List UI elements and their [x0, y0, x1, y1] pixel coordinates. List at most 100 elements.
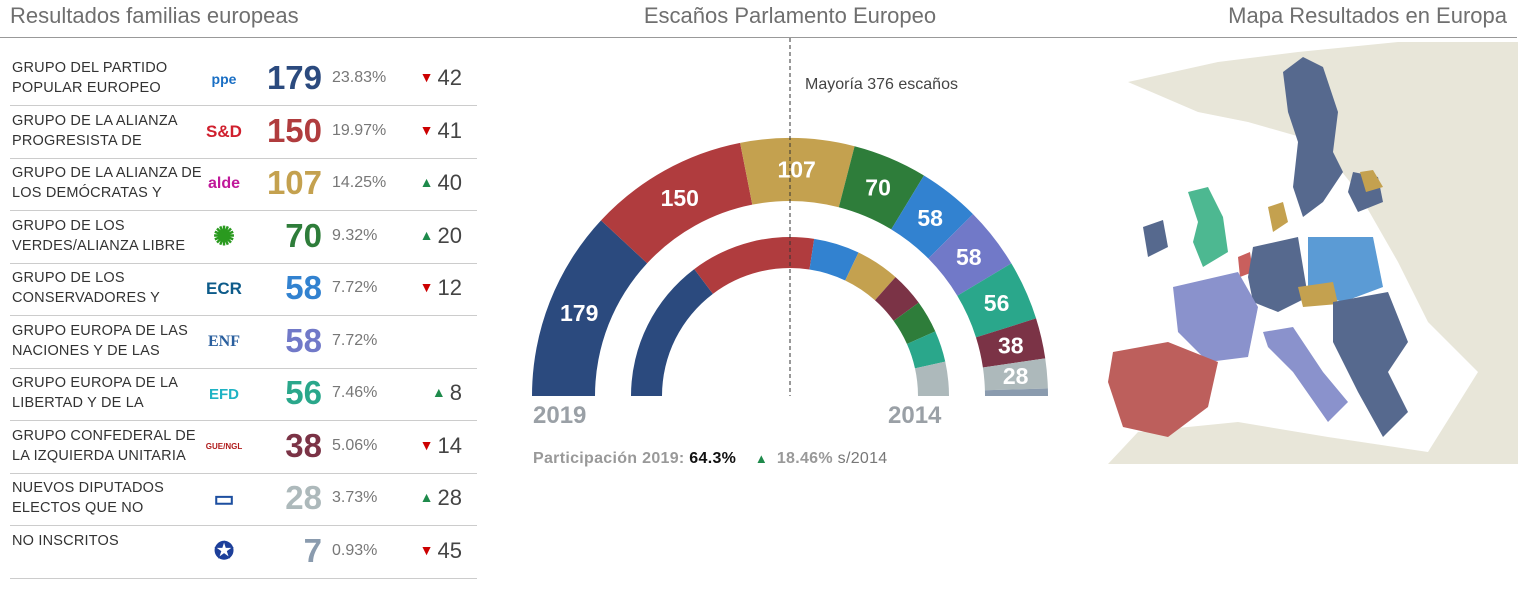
seat-change: ▲ 20 — [410, 223, 462, 249]
group-percentage: 9.32% — [332, 226, 378, 244]
country-sweden-finland[interactable] — [1283, 57, 1343, 217]
group-name: GRUPO EUROPA DE LAS NACIONES Y DE LAS — [12, 322, 188, 359]
up-triangle-icon: ▲ — [431, 384, 446, 400]
outer-segment-verdesale[interactable] — [838, 146, 924, 230]
seat-change-value: 12 — [437, 275, 462, 300]
group-percentage: 7.46% — [332, 384, 378, 401]
seat-change: ▲ 28 — [410, 485, 462, 511]
group-logo-sd: S&D — [206, 121, 242, 141]
country-spain-portugal[interactable] — [1108, 342, 1218, 437]
participation: Participación 2019: 64.3% ▲ 18.46% s/201… — [533, 450, 888, 468]
outer-segment-ecr[interactable] — [891, 175, 974, 259]
country-czechia[interactable] — [1298, 282, 1338, 307]
inner-segment-guengl[interactable] — [874, 277, 919, 321]
group-seats: 179 — [266, 59, 322, 96]
seat-change-value: 40 — [437, 170, 462, 195]
seat-label: 107 — [777, 157, 815, 183]
seat-label: 56 — [984, 290, 1010, 316]
country-germany[interactable] — [1248, 237, 1308, 312]
country-france[interactable] — [1173, 272, 1258, 362]
group-percentage: 14.25% — [332, 174, 387, 191]
group-logo-greens: ✺ — [213, 221, 235, 251]
group-name: GRUPO DE LOS VERDES/ALIANZA LIBRE — [12, 217, 186, 254]
country-latvia[interactable] — [1360, 170, 1383, 192]
group-logo-parliament: ▭ — [213, 486, 235, 511]
group-seats: 58 — [285, 321, 322, 359]
country-italy[interactable] — [1263, 327, 1348, 422]
seat-change: ▲ 40 — [410, 170, 462, 196]
table-row[interactable]: NO INSCRITOS ✪ 7 0.93% ▼ 45 — [10, 526, 477, 579]
year-2014-label: 2014 — [888, 402, 942, 429]
outer-segment-enf[interactable] — [928, 214, 1012, 296]
group-logo-efd: EFD — [209, 385, 239, 403]
table-row[interactable]: GRUPO DE LA ALIANZA PROGRESISTA DE S&D 1… — [10, 106, 477, 159]
group-name: GRUPO DE LA ALIANZA DE LOS DEMÓCRATAS Y — [12, 165, 202, 201]
seat-label: 179 — [560, 300, 598, 326]
group-name: GRUPO DEL PARTIDO POPULAR EUROPEO — [12, 60, 168, 96]
year-2019-label: 2019 — [533, 402, 587, 429]
participation-change: 18.46% — [776, 450, 833, 467]
seat-label: 38 — [998, 332, 1024, 358]
outer-segment-guengl[interactable] — [975, 318, 1046, 368]
group-seats: 58 — [285, 269, 322, 306]
group-logo-alde: alde — [207, 175, 240, 192]
seat-change: ▼ 41 — [410, 118, 462, 144]
seat-change-value: 20 — [437, 222, 462, 248]
non-eu-land — [1108, 42, 1518, 464]
left-title: Resultados familias europeas — [10, 3, 299, 28]
center-title: Escaños Parlamento Europeo — [643, 3, 937, 28]
europe-map[interactable] — [1098, 42, 1518, 464]
group-seats: 107 — [266, 164, 322, 201]
outer-segment-sd[interactable] — [601, 142, 753, 264]
group-percentage: 7.72% — [332, 331, 378, 349]
table-row[interactable]: GRUPO EUROPA DE LAS NACIONES Y DE LAS EN… — [10, 316, 477, 369]
inner-segment-alde[interactable] — [845, 252, 896, 301]
group-logo-eustars: ✪ — [213, 538, 235, 565]
group-logo-ecr: ECR — [206, 279, 242, 298]
participation-value: 64.3% — [689, 450, 737, 467]
table-row[interactable]: GRUPO DEL PARTIDO POPULAR EUROPEO ppe 17… — [10, 53, 477, 106]
participation-suffix: s/2014 — [837, 450, 888, 467]
seat-change-value: 42 — [437, 65, 462, 90]
down-triangle-icon: ▼ — [419, 279, 434, 295]
group-percentage: 19.97% — [332, 121, 387, 139]
inner-segment-ppe[interactable] — [631, 269, 713, 396]
country-denmark[interactable] — [1268, 202, 1288, 232]
group-percentage: 23.83% — [332, 69, 387, 86]
right-title: Mapa Resultados en Europa — [1228, 3, 1507, 28]
table-row[interactable]: GRUPO DE LOS VERDES/ALIANZA LIBRE ✺ 70 9… — [10, 211, 477, 264]
group-logo-ppe: ppe — [211, 71, 237, 87]
group-percentage: 0.93% — [332, 541, 378, 559]
outer-segment-alde[interactable] — [740, 138, 855, 208]
participation-label: Participación 2019: — [533, 450, 685, 467]
group-name: GRUPO DE LA ALIANZA PROGRESISTA DE — [12, 112, 177, 149]
outer-segment-efdd[interactable] — [957, 263, 1037, 338]
group-percentage: 7.72% — [332, 279, 378, 296]
up-triangle-icon: ▲ — [419, 174, 434, 190]
inner-segment-verdesale[interactable] — [893, 302, 936, 345]
outer-segment-ni[interactable] — [984, 388, 1048, 396]
seat-label: 28 — [1003, 363, 1029, 389]
inner-segment-ni[interactable] — [914, 361, 949, 396]
inner-segment-sd[interactable] — [694, 237, 815, 294]
outer-segment-ppe[interactable] — [532, 220, 648, 396]
inner-segment-efdd[interactable] — [906, 331, 946, 369]
table-row[interactable]: GRUPO DE LA ALIANZA DE LOS DEMÓCRATAS Y … — [10, 158, 477, 211]
group-name: NUEVOS DIPUTADOS ELECTOS QUE NO — [12, 480, 164, 516]
group-logo-enf: ENF — [208, 332, 240, 350]
down-triangle-icon: ▼ — [419, 69, 434, 85]
inner-segment-ecr[interactable] — [809, 238, 859, 281]
seat-change-value: 14 — [437, 432, 462, 458]
table-row[interactable]: GRUPO DE LOS CONSERVADORES Y ECR 58 7.72… — [10, 263, 477, 316]
country-eastern-europe[interactable] — [1333, 292, 1408, 437]
seat-label: 58 — [956, 244, 982, 270]
country-ireland[interactable] — [1143, 220, 1168, 257]
table-row[interactable]: GRUPO EUROPA DE LA LIBERTAD Y DE LA EFD … — [10, 368, 477, 421]
group-seats: 70 — [285, 216, 322, 254]
table-row[interactable]: GRUPO CONFEDERAL DE LA IZQUIERDA UNITARI… — [10, 421, 477, 474]
country-uk[interactable] — [1188, 187, 1228, 267]
group-seats: 150 — [266, 111, 322, 149]
outer-segment-nuevos[interactable] — [982, 358, 1048, 391]
table-row[interactable]: NUEVOS DIPUTADOS ELECTOS QUE NO ▭ 28 3.7… — [10, 473, 477, 526]
